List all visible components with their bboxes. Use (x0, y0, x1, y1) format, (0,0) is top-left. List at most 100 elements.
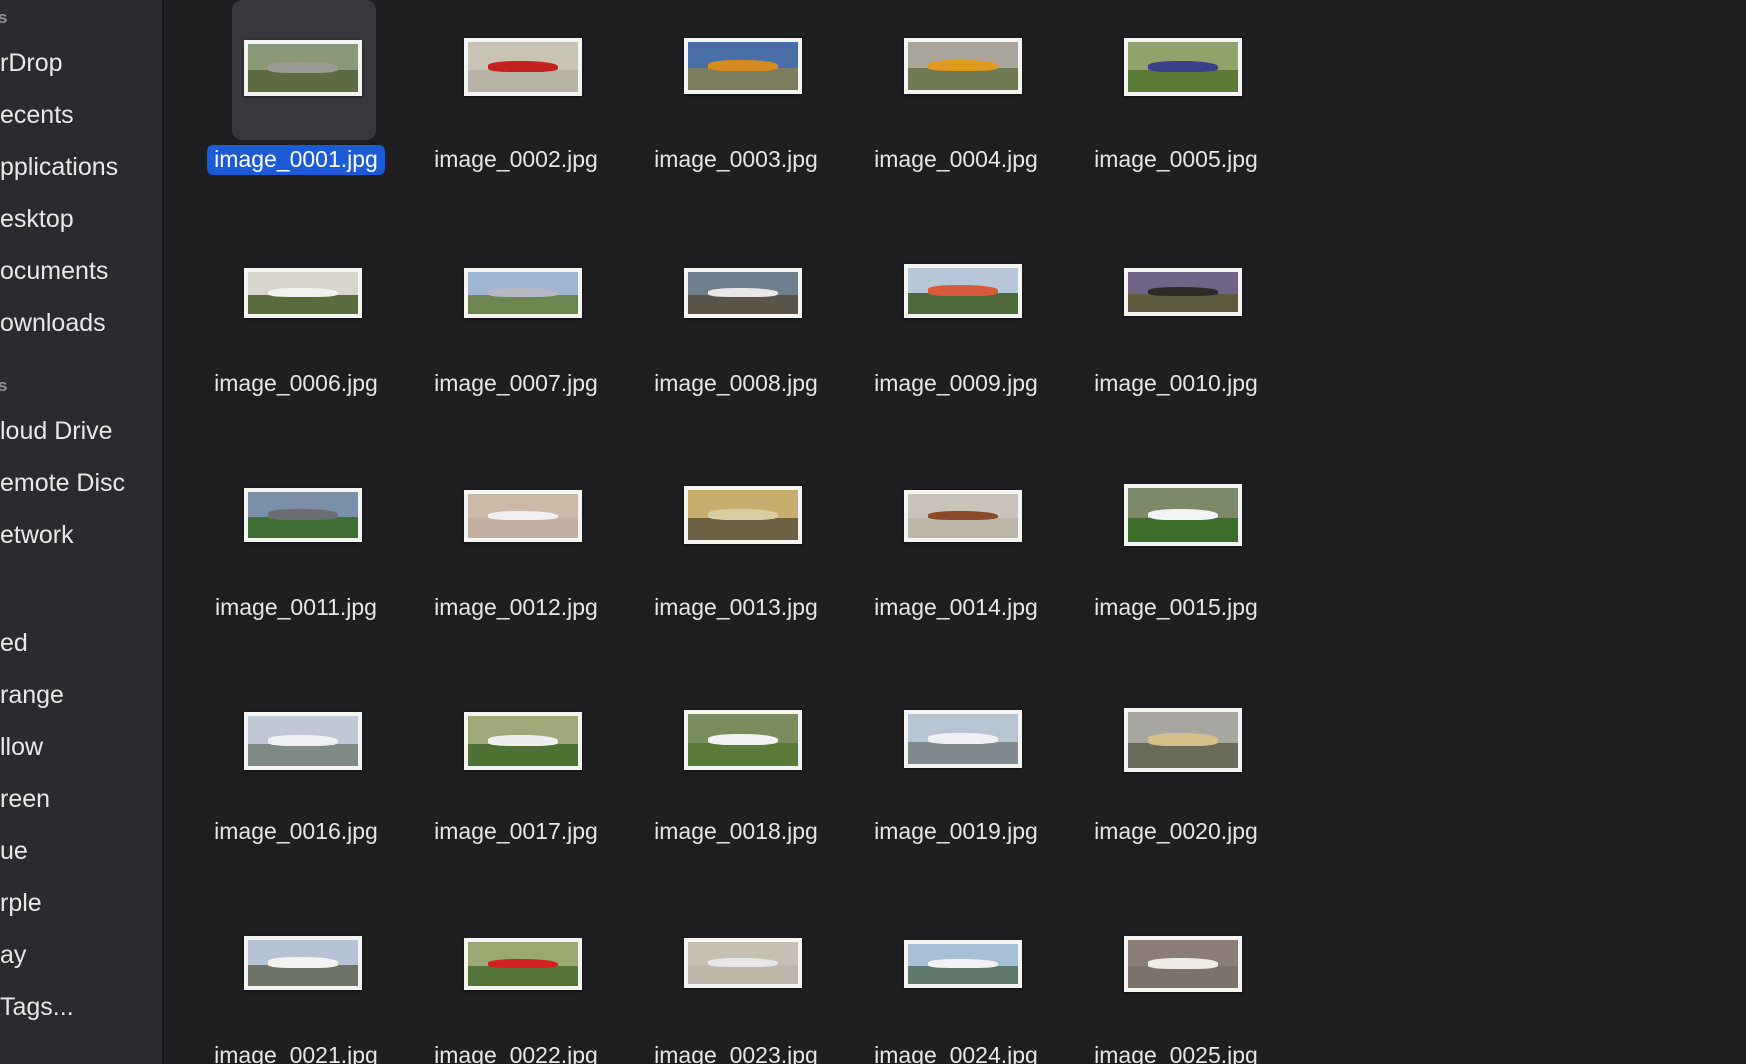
file-name-label[interactable]: image_0024.jpg (846, 1040, 1066, 1064)
file-item[interactable]: image_0001.jpg (186, 0, 406, 200)
file-item[interactable]: image_0006.jpg (186, 224, 406, 424)
file-thumbnail[interactable] (904, 38, 1022, 94)
file-name-label[interactable]: image_0001.jpg (186, 144, 406, 175)
file-thumbnail[interactable] (684, 710, 802, 770)
file-name-label[interactable]: image_0018.jpg (626, 816, 846, 846)
file-item[interactable]: image_0004.jpg (846, 0, 1066, 200)
sidebar-tag-red[interactable]: ed (0, 629, 28, 657)
file-item[interactable]: image_0021.jpg (186, 896, 406, 1064)
file-item[interactable]: image_0022.jpg (406, 896, 626, 1064)
file-name-label[interactable]: image_0010.jpg (1066, 368, 1286, 398)
sidebar-item-downloads[interactable]: ownloads (0, 309, 106, 337)
sidebar-tag-gray[interactable]: ay (0, 941, 27, 969)
file-name-label[interactable]: image_0022.jpg (406, 1040, 626, 1064)
thumbnail-wrapper[interactable] (452, 224, 596, 364)
sidebar-tag-orange[interactable]: range (0, 681, 64, 709)
file-thumbnail[interactable] (464, 490, 582, 542)
thumbnail-wrapper[interactable] (232, 0, 376, 140)
file-item[interactable]: image_0020.jpg (1066, 672, 1286, 872)
thumbnail-wrapper[interactable] (672, 672, 816, 812)
file-name-label[interactable]: image_0005.jpg (1066, 144, 1286, 174)
file-thumbnail[interactable] (1124, 38, 1242, 96)
file-thumbnail[interactable] (904, 490, 1022, 542)
sidebar-item-icloud-drive[interactable]: loud Drive (0, 417, 113, 445)
file-item[interactable]: image_0025.jpg (1066, 896, 1286, 1064)
file-name-label[interactable]: image_0023.jpg (626, 1040, 846, 1064)
file-item[interactable]: image_0012.jpg (406, 448, 626, 648)
file-thumbnail[interactable] (904, 940, 1022, 988)
file-item[interactable]: image_0011.jpg (186, 448, 406, 648)
thumbnail-wrapper[interactable] (672, 224, 816, 364)
file-thumbnail[interactable] (244, 268, 362, 318)
file-item[interactable]: image_0024.jpg (846, 896, 1066, 1064)
file-name-label[interactable]: image_0016.jpg (186, 816, 406, 846)
file-thumbnail[interactable] (464, 712, 582, 770)
file-item[interactable]: image_0023.jpg (626, 896, 846, 1064)
file-thumbnail[interactable] (1124, 484, 1242, 546)
file-thumbnail[interactable] (244, 936, 362, 990)
thumbnail-wrapper[interactable] (672, 0, 816, 140)
file-name-label[interactable]: image_0015.jpg (1066, 592, 1286, 622)
thumbnail-wrapper[interactable] (232, 224, 376, 364)
file-name-label[interactable]: image_0008.jpg (626, 368, 846, 398)
file-name-label[interactable]: image_0020.jpg (1066, 816, 1286, 846)
file-name-label[interactable]: image_0007.jpg (406, 368, 626, 398)
file-name-label[interactable]: image_0012.jpg (406, 592, 626, 622)
sidebar-item-all-tags[interactable]: Tags... (0, 993, 74, 1021)
file-thumbnail[interactable] (1124, 936, 1242, 992)
file-name-label[interactable]: image_0014.jpg (846, 592, 1066, 622)
file-name-label[interactable]: image_0021.jpg (186, 1040, 406, 1064)
file-name-label[interactable]: image_0006.jpg (186, 368, 406, 398)
thumbnail-wrapper[interactable] (452, 672, 596, 812)
file-name-label[interactable]: image_0009.jpg (846, 368, 1066, 398)
thumbnail-wrapper[interactable] (232, 672, 376, 812)
sidebar-tag-yellow[interactable]: llow (0, 733, 44, 761)
thumbnail-wrapper[interactable] (892, 896, 1036, 1036)
thumbnail-wrapper[interactable] (452, 448, 596, 588)
file-thumbnail[interactable] (1124, 268, 1242, 316)
file-item[interactable]: image_0002.jpg (406, 0, 626, 200)
thumbnail-wrapper[interactable] (1112, 672, 1256, 812)
thumbnail-wrapper[interactable] (1112, 224, 1256, 364)
file-thumbnail[interactable] (464, 938, 582, 990)
file-item[interactable]: image_0013.jpg (626, 448, 846, 648)
thumbnail-wrapper[interactable] (1112, 896, 1256, 1036)
sidebar-item-remote-disc[interactable]: emote Disc (0, 469, 126, 497)
file-thumbnail[interactable] (684, 938, 802, 988)
thumbnail-wrapper[interactable] (892, 0, 1036, 140)
file-thumbnail[interactable] (904, 264, 1022, 318)
thumbnail-wrapper[interactable] (452, 0, 596, 140)
file-item[interactable]: image_0005.jpg (1066, 0, 1286, 200)
thumbnail-wrapper[interactable] (892, 224, 1036, 364)
sidebar-item-documents[interactable]: ocuments (0, 257, 109, 285)
thumbnail-wrapper[interactable] (892, 672, 1036, 812)
sidebar-item-recents[interactable]: ecents (0, 101, 74, 129)
file-thumbnail[interactable] (464, 38, 582, 96)
thumbnail-wrapper[interactable] (1112, 448, 1256, 588)
thumbnail-wrapper[interactable] (1112, 0, 1256, 140)
file-item[interactable]: image_0016.jpg (186, 672, 406, 872)
file-thumbnail[interactable] (904, 710, 1022, 768)
sidebar-tag-purple[interactable]: rple (0, 889, 42, 917)
sidebar-item-airdrop[interactable]: rDrop (0, 49, 63, 77)
file-thumbnail[interactable] (244, 712, 362, 770)
file-thumbnail[interactable] (244, 40, 362, 96)
file-name-label[interactable]: image_0004.jpg (846, 144, 1066, 174)
thumbnail-wrapper[interactable] (672, 896, 816, 1036)
thumbnail-wrapper[interactable] (232, 448, 376, 588)
file-item[interactable]: image_0007.jpg (406, 224, 626, 424)
file-item[interactable]: image_0008.jpg (626, 224, 846, 424)
sidebar-item-applications[interactable]: pplications (0, 153, 119, 181)
sidebar-tag-blue[interactable]: ue (0, 837, 28, 865)
file-name-label[interactable]: image_0019.jpg (846, 816, 1066, 846)
file-name-label[interactable]: image_0013.jpg (626, 592, 846, 622)
file-item[interactable]: image_0019.jpg (846, 672, 1066, 872)
sidebar-item-network[interactable]: etwork (0, 521, 74, 549)
file-name-label[interactable]: image_0011.jpg (186, 592, 406, 622)
file-name-label[interactable]: image_0017.jpg (406, 816, 626, 846)
file-thumbnail[interactable] (684, 38, 802, 94)
thumbnail-wrapper[interactable] (232, 896, 376, 1036)
file-item[interactable]: image_0018.jpg (626, 672, 846, 872)
file-item[interactable]: image_0009.jpg (846, 224, 1066, 424)
sidebar-item-desktop[interactable]: esktop (0, 205, 74, 233)
